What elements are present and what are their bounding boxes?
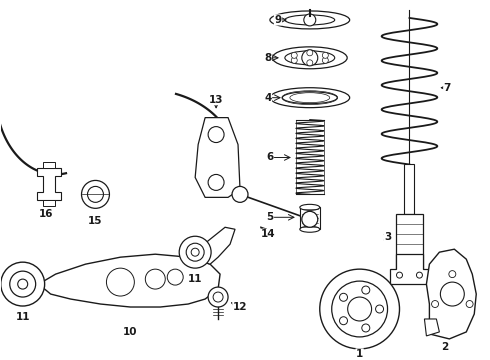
Text: 5: 5 [266,212,273,222]
Circle shape [106,268,134,296]
Circle shape [1,262,45,306]
Text: 12: 12 [233,302,247,312]
Text: 13: 13 [209,95,223,105]
Circle shape [348,297,371,321]
Circle shape [307,60,313,66]
Circle shape [213,292,223,302]
Text: 14: 14 [261,229,275,239]
Ellipse shape [285,15,335,25]
Ellipse shape [270,11,350,29]
Bar [300,207,320,229]
Circle shape [10,271,36,297]
Text: 16: 16 [38,209,53,219]
Circle shape [208,175,224,190]
Text: 15: 15 [88,216,103,226]
Text: 3: 3 [384,232,391,242]
Text: 10: 10 [123,327,138,337]
Circle shape [307,50,313,56]
Circle shape [362,286,370,294]
Ellipse shape [88,186,103,202]
Circle shape [208,127,224,143]
Circle shape [208,287,228,307]
Polygon shape [188,227,235,264]
Text: 11: 11 [188,274,202,284]
Circle shape [232,186,248,202]
Circle shape [396,272,402,278]
Circle shape [18,279,28,289]
Circle shape [146,269,165,289]
Circle shape [449,271,456,278]
Circle shape [340,317,347,325]
Polygon shape [195,118,240,197]
Text: 8: 8 [264,53,271,63]
Ellipse shape [300,226,320,232]
Ellipse shape [300,204,320,210]
Ellipse shape [270,88,350,108]
Circle shape [291,52,297,58]
Circle shape [304,14,316,26]
Circle shape [432,301,439,307]
Bar [43,162,54,168]
Circle shape [186,243,204,261]
Ellipse shape [282,92,337,104]
Circle shape [302,50,318,66]
Polygon shape [39,254,220,307]
Circle shape [320,269,399,349]
Circle shape [167,269,183,285]
Circle shape [179,236,211,268]
Circle shape [191,248,199,256]
Polygon shape [424,319,440,336]
Circle shape [302,211,318,227]
Text: 1: 1 [356,349,363,359]
Bar [404,165,415,214]
Text: 4: 4 [264,93,271,103]
Ellipse shape [272,47,347,69]
Circle shape [322,57,328,63]
Circle shape [416,272,422,278]
Text: 2: 2 [441,342,448,352]
Bar [43,201,54,206]
Polygon shape [37,168,61,201]
Circle shape [291,57,297,63]
Circle shape [441,282,465,306]
Circle shape [362,324,370,332]
Ellipse shape [285,51,335,65]
Text: 11: 11 [16,312,30,322]
Polygon shape [426,249,476,339]
Circle shape [340,293,347,301]
Circle shape [375,305,384,313]
Circle shape [466,301,473,307]
Text: 7: 7 [443,83,451,93]
Text: 6: 6 [266,153,273,162]
Polygon shape [390,254,429,284]
Ellipse shape [81,180,109,208]
Bar [395,214,423,279]
Circle shape [332,281,388,337]
Text: 9: 9 [274,15,281,25]
Circle shape [322,52,328,58]
